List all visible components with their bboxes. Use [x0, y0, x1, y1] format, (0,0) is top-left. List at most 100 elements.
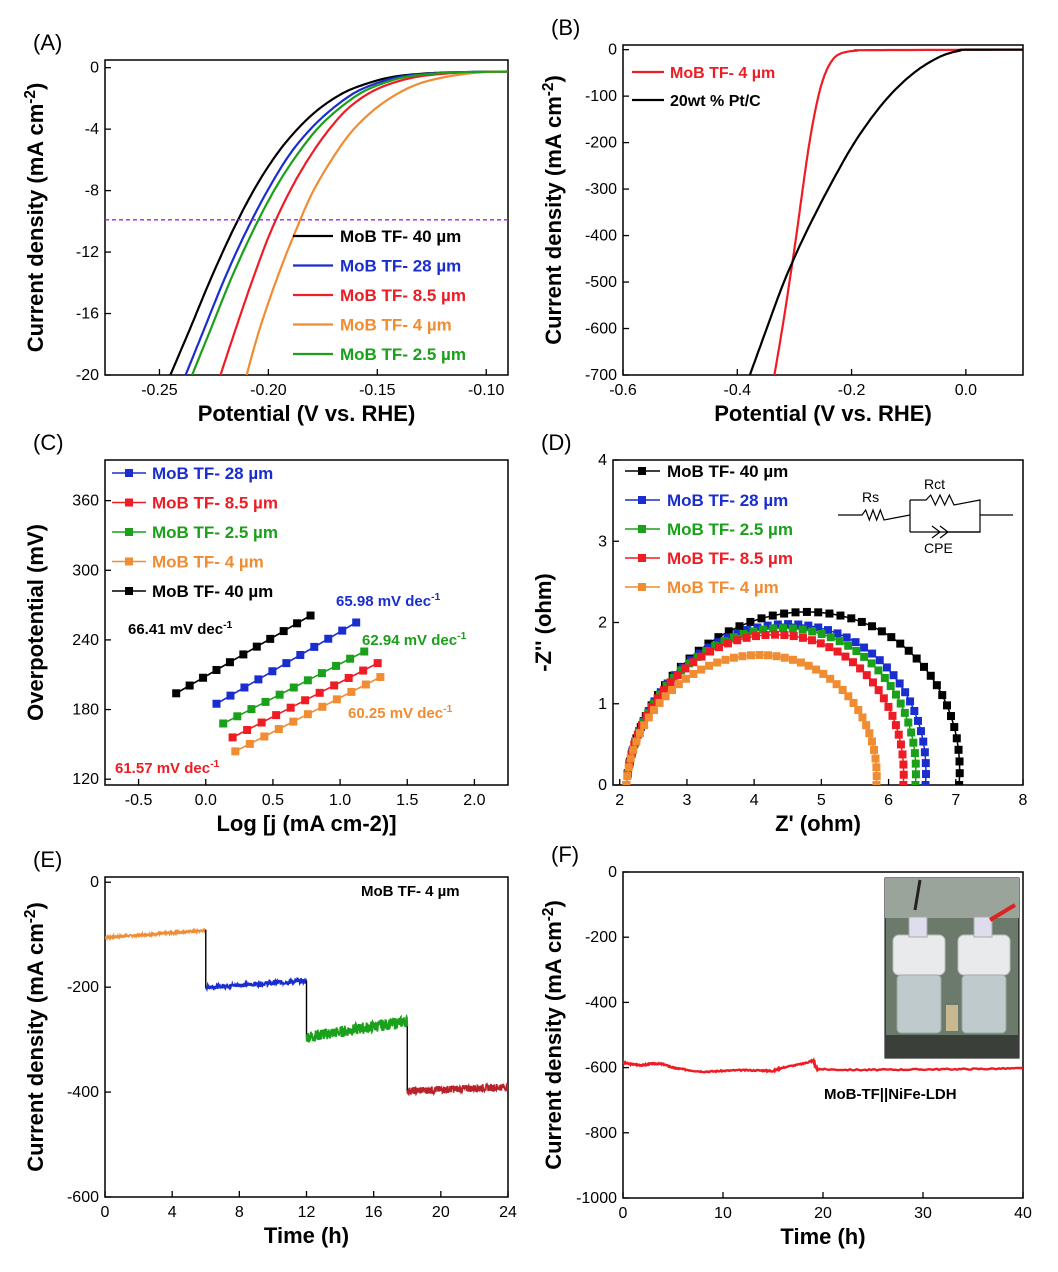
data-point — [228, 733, 237, 742]
legend-entry: MoB TF- 28 µm — [152, 464, 273, 483]
data-point — [865, 729, 874, 738]
legend-entry: MoB TF- 2.5 µm — [152, 523, 278, 542]
y-tick-label: -600 — [585, 1060, 617, 1077]
data-point — [306, 611, 315, 620]
data-point — [854, 706, 863, 715]
y-axis-label: Overpotential (mV) — [23, 524, 48, 721]
data-point — [199, 673, 208, 682]
data-point — [714, 633, 723, 642]
data-point — [673, 671, 682, 680]
data-point — [632, 737, 641, 746]
x-tick-label: 3 — [682, 792, 691, 809]
data-point — [780, 653, 789, 662]
plot-area — [623, 1056, 1023, 1074]
data-point — [867, 737, 876, 746]
legend-entry: MoB TF- 4 µm — [667, 578, 779, 597]
y-tick-label: -600 — [67, 1189, 99, 1206]
data-point — [952, 734, 961, 743]
data-point — [895, 679, 904, 688]
data-point — [185, 681, 194, 690]
data-point — [347, 687, 356, 696]
data-point — [802, 607, 811, 616]
data-point — [268, 667, 277, 676]
data-point — [272, 711, 281, 720]
slope-label: 66.41 mV dec-1 — [128, 619, 233, 638]
data-point — [693, 652, 702, 661]
data-point — [749, 627, 758, 636]
data-point — [338, 626, 347, 635]
data-point — [254, 675, 263, 684]
y-tick-label: -12 — [76, 244, 99, 261]
data-point — [260, 732, 269, 741]
x-axis-label: Time (h) — [264, 1223, 349, 1248]
data-point — [856, 664, 865, 673]
data-point — [649, 706, 658, 715]
data-point — [851, 638, 860, 647]
x-tick-label: 4 — [168, 1204, 177, 1221]
plot-area — [105, 927, 508, 1097]
data-point — [794, 620, 803, 629]
legend-entry: MoB TF- 28 µm — [340, 257, 461, 276]
data-point — [798, 633, 807, 642]
data-point — [233, 712, 242, 721]
y-axis-label: Current density (mA cm-2) — [540, 900, 567, 1170]
legend-marker — [125, 587, 133, 595]
data-point — [361, 680, 370, 689]
y-axis-label: Current density (mA cm-2) — [22, 902, 49, 1172]
y-axis-label: Current density (mA cm-2) — [540, 75, 567, 345]
x-tick-label: 24 — [499, 1204, 517, 1221]
slope-label: 65.98 mV dec-1 — [336, 591, 441, 610]
data-point — [877, 627, 886, 636]
cell-neck — [908, 916, 928, 938]
data-point — [724, 627, 733, 636]
y-tick-label: 120 — [72, 771, 99, 788]
cell-neck — [973, 916, 993, 938]
data-point — [661, 692, 670, 701]
data-point — [887, 633, 896, 642]
data-point — [841, 652, 850, 661]
data-point — [622, 781, 631, 785]
data-point — [807, 636, 816, 645]
y-tick-label: 2 — [598, 615, 607, 632]
legend-entry: MoB TF- 40 µm — [152, 582, 273, 601]
data-point — [838, 685, 847, 694]
data-point — [920, 748, 929, 757]
data-point — [891, 690, 900, 699]
data-point — [697, 652, 706, 661]
panel-label: (C) — [33, 430, 64, 455]
red-lead — [988, 903, 1017, 922]
x-tick-label: 0.0 — [955, 382, 977, 399]
legend-entry: MoB TF- 28 µm — [667, 491, 788, 510]
panel-C: -0.5 0.0 0.5 1.0 1.5 2.0 120 180 240 300 360 Log [j… — [23, 430, 509, 836]
plot-area — [105, 70, 508, 375]
data-point — [659, 686, 668, 695]
data-point — [735, 622, 744, 631]
data-point — [884, 702, 893, 711]
panel-E: 0 4 8 12 16 20 24 0 -200 -400 -600 Time (h) Current … — [22, 847, 518, 1248]
data-point — [872, 781, 881, 785]
x-tick-label: 2 — [615, 792, 624, 809]
data-point — [674, 680, 683, 689]
x-tick-label: -0.4 — [723, 382, 751, 399]
data-point — [279, 627, 288, 636]
data-point — [714, 643, 723, 652]
data-point — [886, 682, 895, 691]
plot-frame — [104, 459, 509, 786]
data-point — [286, 703, 295, 712]
y-tick-label: -16 — [76, 306, 99, 323]
legend-entry: MoB TF- 40 µm — [340, 227, 461, 246]
sample-annotation: MoB TF- 4 µm — [361, 883, 460, 900]
data-point — [894, 730, 903, 739]
x-tick-label: -0.6 — [609, 382, 637, 399]
x-tick-label: 0 — [101, 1204, 110, 1221]
y-tick-label: -700 — [585, 367, 617, 384]
data-point — [942, 701, 951, 710]
cell-body — [961, 974, 1007, 1034]
data-point — [868, 649, 877, 658]
data-point — [858, 713, 867, 722]
data-point — [231, 747, 240, 756]
legend-entry: MoB TF- 2.5 µm — [667, 520, 793, 539]
y-tick-label: -600 — [585, 321, 617, 338]
data-point — [904, 718, 913, 727]
data-point — [226, 691, 235, 700]
